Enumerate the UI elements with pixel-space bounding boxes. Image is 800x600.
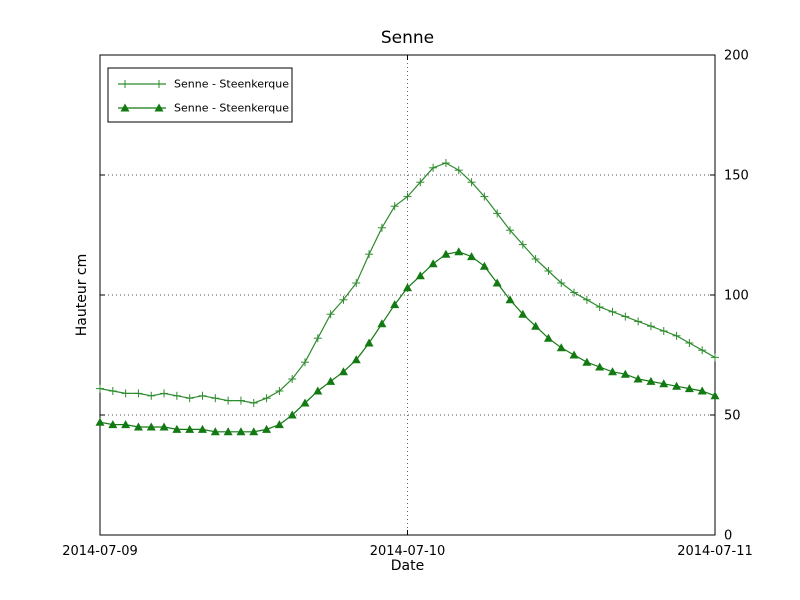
legend-label: Senne - Steenkerque [174,102,289,115]
chart-title: Senne [380,28,435,48]
x-tick-label: 2014-07-09 [62,544,138,559]
series-plus [96,159,719,407]
x-tick-label: 2014-07-10 [370,544,446,559]
y-tick-label: 50 [724,409,741,424]
y-tick-label: 150 [724,169,749,184]
y-tick-label: 200 [724,49,749,64]
y-tick-label: 100 [724,289,749,304]
legend-box [107,67,293,123]
series-line [99,251,716,433]
series-triangle [95,247,720,436]
x-tick-label: 2014-07-11 [677,544,753,559]
y-tick-label: 0 [724,529,732,544]
legend-label: Senne - Steenkerque [174,78,289,91]
x-axis-label: Date [390,558,425,574]
legend: Senne - Steenkerque Senne - Steenkerque [107,67,293,123]
